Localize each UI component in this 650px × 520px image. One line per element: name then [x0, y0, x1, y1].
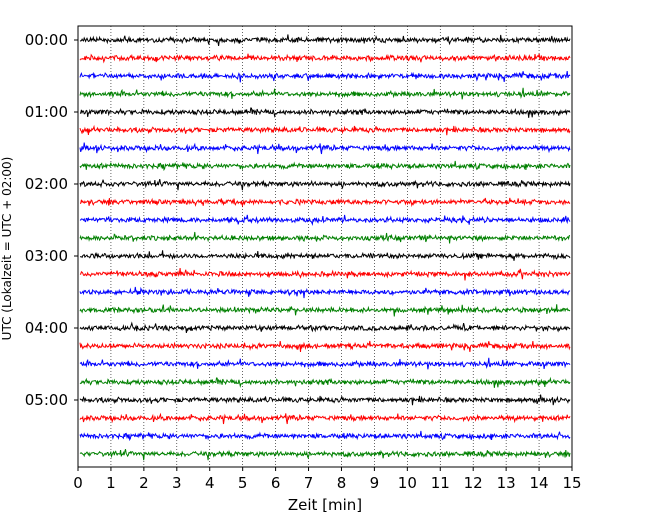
trace-0515 — [79, 412, 571, 425]
x-tick-label: 5 — [238, 474, 248, 492]
x-tick-label: 7 — [304, 474, 314, 492]
trace-0400 — [79, 321, 571, 333]
trace-0245 — [79, 231, 570, 244]
trace-0500 — [79, 394, 571, 406]
trace-0100 — [79, 107, 571, 118]
trace-0115 — [79, 124, 571, 136]
x-tick-label: 15 — [562, 474, 581, 492]
x-tick-label: 4 — [205, 474, 215, 492]
trace-0130 — [79, 142, 571, 155]
y-axis-label: UTC (Lokalzeit = UTC + 02:00) — [0, 157, 14, 341]
trace-0215 — [79, 197, 571, 208]
trace-0330 — [79, 286, 571, 299]
trace-0045 — [79, 87, 571, 100]
x-tick-label: 1 — [106, 474, 116, 492]
x-tick-label: 0 — [73, 474, 83, 492]
trace-0545 — [79, 449, 571, 461]
x-tick-label: 12 — [464, 474, 483, 492]
y-tick-label: 02:00 — [25, 175, 68, 193]
y-tick-label: 00:00 — [25, 31, 68, 49]
trace-0000 — [79, 34, 571, 46]
trace-0445 — [79, 376, 571, 388]
x-tick-label: 3 — [172, 474, 182, 492]
y-axis-ticks: 00:00 01:00 02:00 03:00 04:00 05:00 — [25, 31, 78, 409]
trace-0030 — [79, 71, 571, 83]
trace-0145 — [79, 160, 571, 172]
x-tick-label: 13 — [497, 474, 516, 492]
y-tick-label: 05:00 — [25, 391, 68, 409]
trace-0315 — [79, 268, 571, 281]
trace-0200 — [79, 179, 571, 191]
x-tick-label: 2 — [139, 474, 149, 492]
plot-frame — [77, 25, 573, 468]
trace-0430 — [79, 357, 571, 370]
y-tick-label: 01:00 — [25, 103, 68, 121]
x-tick-label: 14 — [530, 474, 549, 492]
x-axis-ticks: 0 1 2 3 4 5 6 7 8 9 10 11 12 13 14 15 — [73, 467, 582, 492]
seismic-traces — [79, 34, 571, 461]
x-tick-label: 6 — [271, 474, 281, 492]
trace-0415 — [79, 340, 571, 353]
trace-0530 — [79, 430, 571, 442]
y-tick-label: 04:00 — [25, 319, 68, 337]
trace-0230 — [79, 214, 571, 226]
x-tick-label: 10 — [398, 474, 417, 492]
trace-0345 — [79, 304, 571, 317]
x-axis-label: Zeit [min] — [288, 496, 362, 514]
trace-0300 — [80, 250, 571, 261]
trace-0015 — [79, 53, 571, 64]
y-tick-label: 03:00 — [25, 247, 68, 265]
x-tick-label: 8 — [337, 474, 347, 492]
x-tick-label: 9 — [370, 474, 380, 492]
x-tick-label: 11 — [431, 474, 450, 492]
